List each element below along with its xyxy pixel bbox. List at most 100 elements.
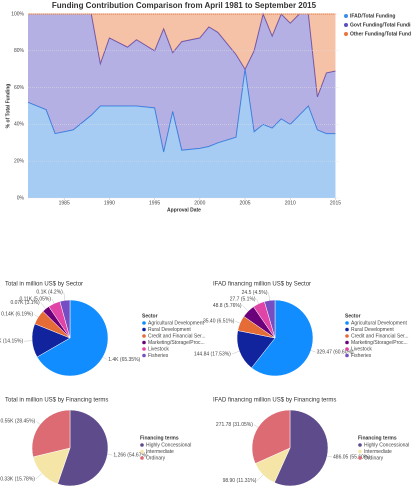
legend-label: Rural Development	[148, 327, 191, 333]
legend-marker	[345, 327, 349, 332]
data-label: 329.47 (60.60%)	[317, 349, 354, 355]
data-label: 271.78 (31.05%)	[216, 422, 253, 428]
x-tick-label: 1995	[149, 200, 160, 206]
data-label: 486.05 (55.60%)	[333, 454, 370, 460]
data-label: 35.40 (6.51%)	[203, 319, 235, 325]
legend-marker	[345, 334, 349, 338]
legend-label: Intermediate	[146, 449, 174, 455]
legend-label: Livestock	[351, 346, 372, 352]
legend-marker	[344, 14, 348, 18]
series-area	[28, 14, 336, 152]
pie-slice	[264, 299, 276, 339]
leader-line	[268, 292, 270, 301]
legend-label: Credit and Financial Ser...	[148, 333, 206, 339]
leader-line	[253, 424, 259, 428]
legend-label: IFAD/Total Funding	[350, 13, 395, 19]
legend-marker	[358, 443, 362, 447]
y-tick-label: 100%	[11, 11, 24, 17]
leader-line	[33, 314, 39, 318]
legend-label: Marketing/Storage/Proc...	[351, 340, 408, 346]
legend-marker	[345, 340, 349, 345]
x-tick-label: 1985	[59, 200, 70, 206]
data-label: 0.33K (15.78%)	[0, 476, 35, 482]
legend-marker	[358, 456, 362, 460]
pie-slice	[236, 330, 276, 369]
legend-label: Ordinary	[146, 455, 166, 461]
leader-line	[40, 302, 46, 309]
y-tick-label: 40%	[14, 122, 25, 128]
leader-line	[36, 421, 41, 425]
x-axis-label: Approval Date	[167, 207, 201, 213]
leader-line	[242, 305, 249, 312]
legend-label: Govt Funding/Total Funding	[350, 22, 411, 28]
legend-label: Other Funding/Total Funding	[350, 31, 411, 37]
legend-label: Fisheries	[148, 353, 169, 359]
data-label: 1,266 (54.67%)	[113, 452, 148, 458]
legend-title: Financing terms	[140, 435, 179, 441]
data-label: 0.55K (28.45%)	[0, 419, 35, 425]
data-label: 27.7 (5.1%)	[230, 296, 256, 302]
legend-title: Sector	[345, 313, 361, 319]
leader-line	[231, 351, 240, 355]
legend-marker	[142, 334, 146, 338]
y-tick-label: 80%	[14, 48, 25, 54]
leader-line	[35, 473, 42, 480]
legend-marker	[142, 327, 146, 332]
legend-label: Ordinary	[364, 455, 384, 461]
legend-marker	[344, 23, 348, 27]
leader-line	[257, 474, 264, 481]
data-label: 48.8 (5.76%)	[213, 303, 242, 309]
legend-marker	[142, 340, 146, 345]
legend-label: Fisheries	[351, 353, 372, 359]
x-tick-label: 2005	[239, 200, 250, 206]
y-tick-label: 20%	[14, 159, 25, 165]
legend-label: Highly Concessional	[146, 442, 191, 448]
y-tick-label: 0%	[17, 195, 25, 201]
legend-label: Intermediate	[364, 449, 392, 455]
pie-title: IFAD financing million US$ by Sector	[213, 282, 311, 288]
data-label: 0.07K (3.1%)	[10, 300, 40, 306]
legend-marker	[140, 443, 144, 447]
pie-title: IFAD financing million US$ by Financing …	[213, 398, 336, 404]
data-label: 98.90 (11.31%)	[223, 478, 257, 484]
legend-title: Sector	[142, 313, 158, 319]
series-area	[28, 69, 336, 198]
leader-line	[256, 299, 259, 304]
data-label: 1.4K (65.35%)	[108, 357, 140, 363]
legend-label: Livestock	[148, 346, 169, 352]
legend-marker	[140, 456, 144, 460]
pie-slice	[251, 409, 291, 464]
leader-line	[24, 340, 33, 342]
leader-line	[327, 455, 333, 458]
x-tick-label: 2010	[285, 200, 296, 206]
data-label: 144.84 (17.53%)	[194, 351, 231, 357]
y-axis-label: % of Total Funding	[5, 84, 11, 129]
legend-marker	[344, 32, 348, 36]
pie-slice	[36, 299, 109, 377]
x-tick-label: 2000	[194, 200, 205, 206]
legend-label: Credit and Financial Ser...	[351, 333, 409, 339]
legend-title: Financing terms	[358, 435, 397, 441]
legend-marker	[358, 449, 362, 454]
series-area	[28, 14, 336, 97]
leader-line	[310, 350, 316, 353]
x-tick-label: 2015	[330, 200, 341, 206]
pie-slice	[274, 409, 329, 487]
leader-line	[235, 321, 241, 324]
leader-line	[107, 454, 113, 456]
legend-marker	[345, 353, 349, 358]
data-label: 0.31K (14.15%)	[0, 339, 23, 345]
pie-title: Total in million US$ by Financing terms	[5, 398, 108, 404]
legend-marker	[345, 321, 349, 325]
legend-label: Highly Concessional	[364, 442, 409, 448]
legend-marker	[142, 353, 146, 358]
series-line	[27, 69, 336, 153]
pie-slice	[251, 299, 314, 377]
leader-line	[51, 298, 55, 304]
legend-label: Agricultural Development	[351, 320, 407, 326]
legend-marker	[345, 347, 349, 351]
pie-title: Total in million US$ by Sector	[5, 282, 83, 288]
leader-line	[63, 292, 66, 301]
legend-label: Rural Development	[351, 327, 394, 333]
legend-label: Marketing/Storage/Proc...	[148, 340, 205, 346]
